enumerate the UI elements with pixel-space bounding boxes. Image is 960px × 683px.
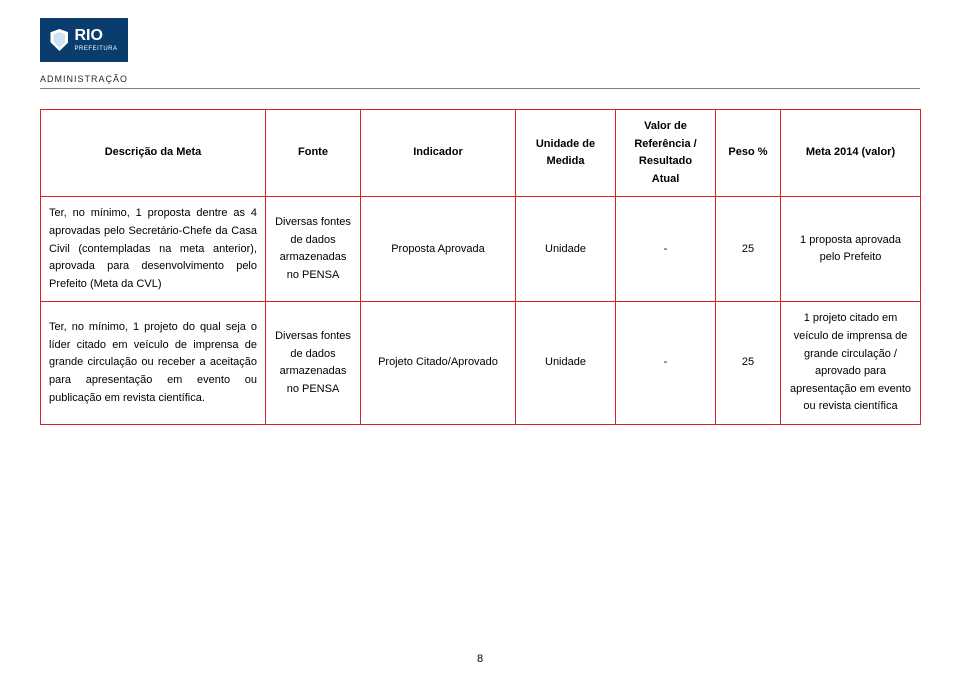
- cell-indicador: Projeto Citado/Aprovado: [361, 302, 516, 425]
- table-row: Ter, no mínimo, 1 proposta dentre as 4 a…: [41, 197, 921, 302]
- rio-logo: RIO PREFEITURA: [40, 18, 128, 62]
- table-header-row: Descrição da Meta Fonte Indicador Unidad…: [41, 110, 921, 197]
- logo-subtitle: PREFEITURA: [74, 46, 117, 52]
- cell-meta2014: 1 projeto citado em veículo de imprensa …: [781, 302, 921, 425]
- cell-unidade-medida: Unidade: [516, 302, 616, 425]
- cell-referencia: -: [616, 197, 716, 302]
- admin-label: ADMINISTRAÇÃO: [40, 74, 920, 84]
- cell-descricao: Ter, no mínimo, 1 proposta dentre as 4 a…: [41, 197, 266, 302]
- shield-icon: [50, 29, 68, 51]
- cell-descricao: Ter, no mínimo, 1 projeto do qual seja o…: [41, 302, 266, 425]
- cell-unidade-medida: Unidade: [516, 197, 616, 302]
- th-referencia: Valor de Referência / Resultado Atual: [616, 110, 716, 197]
- th-fonte: Fonte: [266, 110, 361, 197]
- page-number: 8: [0, 653, 960, 665]
- goals-table: Descrição da Meta Fonte Indicador Unidad…: [40, 109, 921, 425]
- th-descricao: Descrição da Meta: [41, 110, 266, 197]
- cell-fonte: Diversas fontes de dados armazenadas no …: [266, 302, 361, 425]
- logo-title: RIO: [74, 28, 117, 44]
- th-indicador: Indicador: [361, 110, 516, 197]
- cell-indicador: Proposta Aprovada: [361, 197, 516, 302]
- cell-peso: 25: [716, 302, 781, 425]
- cell-fonte: Diversas fontes de dados armazenadas no …: [266, 197, 361, 302]
- header: RIO PREFEITURA: [40, 0, 920, 70]
- table-row: Ter, no mínimo, 1 projeto do qual seja o…: [41, 302, 921, 425]
- header-divider: [40, 88, 920, 89]
- cell-referencia: -: [616, 302, 716, 425]
- cell-peso: 25: [716, 197, 781, 302]
- cell-meta2014: 1 proposta aprovada pelo Prefeito: [781, 197, 921, 302]
- th-peso: Peso %: [716, 110, 781, 197]
- th-meta2014: Meta 2014 (valor): [781, 110, 921, 197]
- th-unidade-medida: Unidade de Medida: [516, 110, 616, 197]
